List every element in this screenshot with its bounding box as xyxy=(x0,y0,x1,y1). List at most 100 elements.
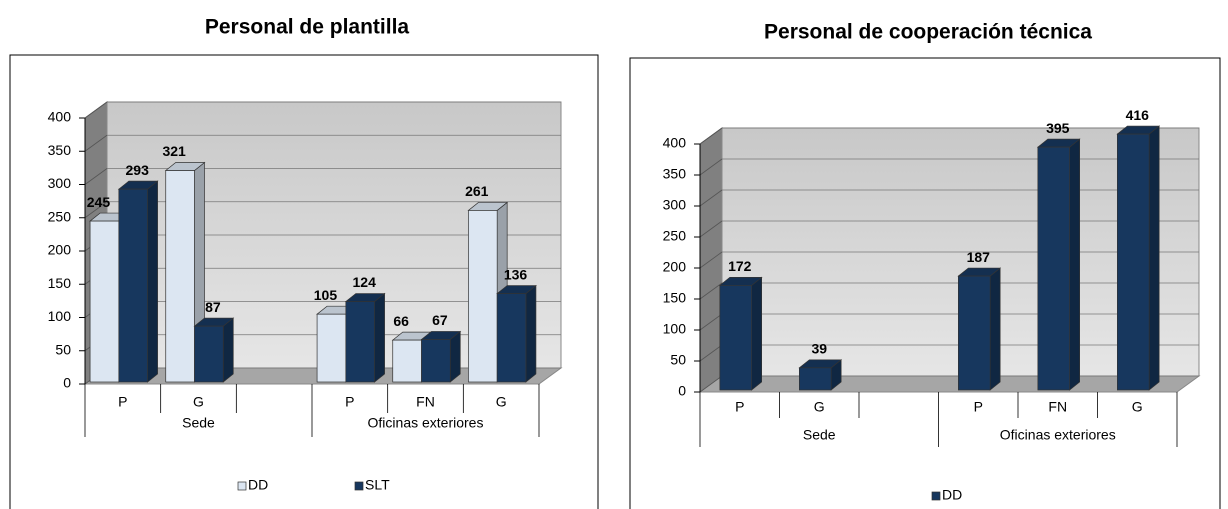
group-label: Sede xyxy=(803,427,836,443)
bar-front xyxy=(957,275,991,391)
value-label: 136 xyxy=(504,266,528,282)
side-grid-line xyxy=(84,134,108,152)
value-label: 67 xyxy=(432,312,448,328)
bar-side xyxy=(1069,138,1081,391)
legend-label: SLT xyxy=(365,477,390,493)
bar-side xyxy=(1148,125,1160,391)
bar-front xyxy=(392,339,422,383)
bar-side xyxy=(989,267,1001,391)
bar-side xyxy=(222,317,234,383)
bar-front xyxy=(89,220,120,383)
y-tick-label: 50 xyxy=(55,341,71,357)
side-grid-line xyxy=(699,344,723,362)
legend-label: DD xyxy=(248,477,268,493)
y-tick-label: 300 xyxy=(663,197,687,213)
bar-front xyxy=(1037,146,1070,391)
bar-front xyxy=(345,301,375,383)
value-label: 261 xyxy=(465,183,489,199)
bar xyxy=(496,284,537,383)
bar xyxy=(1116,125,1161,391)
group-label: Oficinas exteriores xyxy=(1000,427,1116,443)
bar xyxy=(798,359,843,391)
side-grid-line xyxy=(699,158,723,176)
y-tick-label: 400 xyxy=(663,135,687,151)
chart: Personal de plantilla 0 50 100 150 200 250 300 3… xyxy=(9,16,599,509)
value-label: 124 xyxy=(353,274,377,290)
chart-title: Personal de cooperación técnica xyxy=(764,21,1092,44)
side-grid-line xyxy=(699,282,723,300)
y-tick-label: 100 xyxy=(663,321,687,337)
value-label: 39 xyxy=(811,341,827,357)
y-tick-label: 50 xyxy=(670,352,686,368)
side-grid-line xyxy=(699,220,723,238)
value-label: 105 xyxy=(314,287,338,303)
x-tick-label: P xyxy=(118,394,127,410)
legend-swatch xyxy=(237,481,247,491)
bar xyxy=(344,292,386,383)
group-label: Sede xyxy=(182,415,215,431)
y-tick-label: 150 xyxy=(663,290,687,306)
legend-swatch xyxy=(931,491,941,501)
bar-front xyxy=(165,170,195,383)
bar-side xyxy=(525,284,537,383)
bar xyxy=(718,276,763,391)
value-label: 416 xyxy=(1126,107,1150,123)
y-tick-label: 250 xyxy=(663,228,687,244)
value-label: 87 xyxy=(205,299,221,315)
bar-side xyxy=(147,180,158,383)
bar-front xyxy=(496,293,527,383)
x-tick-label: G xyxy=(193,394,204,410)
side-grid-line xyxy=(699,375,723,393)
y-tick-label: 0 xyxy=(678,383,686,399)
legend-label: DD xyxy=(942,487,962,503)
value-label: 321 xyxy=(162,143,186,159)
y-tick-label: 400 xyxy=(48,109,72,125)
x-tick-label: P xyxy=(345,394,354,410)
group-label: Oficinas exteriores xyxy=(368,415,484,431)
value-label: 395 xyxy=(1046,120,1070,136)
y-tick-label: 250 xyxy=(48,208,72,224)
side-grid-line xyxy=(699,313,723,331)
y-tick-label: 150 xyxy=(48,275,72,291)
bar-front xyxy=(468,210,498,383)
bar xyxy=(957,267,1002,391)
x-tick-label: FN xyxy=(1048,399,1067,415)
value-label: 245 xyxy=(87,194,111,210)
bar-front xyxy=(421,339,451,383)
x-tick-label: FN xyxy=(416,394,435,410)
bar-front xyxy=(118,188,148,383)
x-tick-label: P xyxy=(735,399,744,415)
value-label: 66 xyxy=(393,313,409,329)
value-label: 187 xyxy=(967,249,991,265)
bar xyxy=(117,180,159,383)
side-grid-line xyxy=(699,189,723,207)
y-tick-label: 200 xyxy=(48,242,72,258)
x-tick-label: G xyxy=(814,399,825,415)
y-tick-label: 350 xyxy=(663,166,687,182)
bar xyxy=(193,317,235,383)
bar-side xyxy=(449,330,461,383)
side-grid-line xyxy=(84,101,108,119)
y-tick-label: 200 xyxy=(663,259,687,275)
value-label: 172 xyxy=(728,258,752,274)
side-grid-line xyxy=(699,251,723,269)
y-tick-label: 0 xyxy=(63,375,71,391)
y-tick-label: 350 xyxy=(48,142,72,158)
side-grid-line xyxy=(699,127,723,145)
bar-front xyxy=(194,325,224,383)
chart: Personal de cooperación técnica 0 50 100 150… xyxy=(629,21,1221,509)
x-tick-label: G xyxy=(1132,399,1143,415)
bar-side xyxy=(374,292,385,383)
side-grid-line xyxy=(84,201,108,219)
bar-side xyxy=(751,276,763,391)
value-label: 293 xyxy=(126,162,150,178)
x-tick-label: P xyxy=(974,399,983,415)
bar-front xyxy=(798,367,832,391)
bar xyxy=(1036,138,1081,391)
bar-front xyxy=(1116,133,1150,391)
side-grid-line xyxy=(84,168,108,185)
x-tick-label: G xyxy=(496,394,507,410)
bar xyxy=(420,330,462,383)
bar-front xyxy=(719,285,752,391)
